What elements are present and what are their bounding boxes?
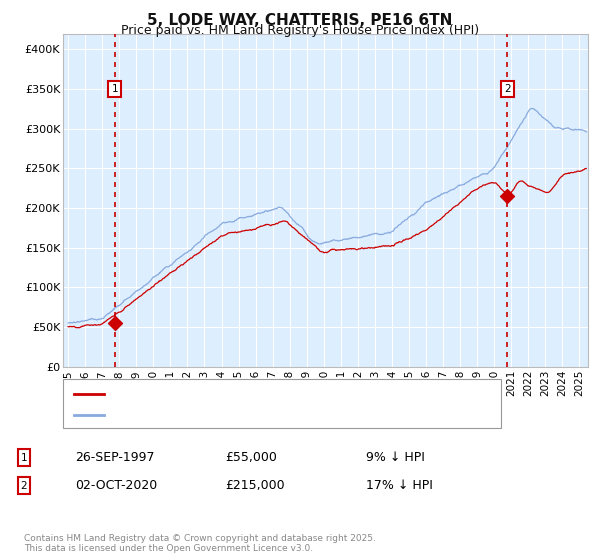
Text: 02-OCT-2020: 02-OCT-2020	[75, 479, 157, 492]
Text: 1: 1	[20, 452, 28, 463]
Text: 9% ↓ HPI: 9% ↓ HPI	[366, 451, 425, 464]
Text: £215,000: £215,000	[225, 479, 284, 492]
Text: 26-SEP-1997: 26-SEP-1997	[75, 451, 155, 464]
Point	[502, 192, 512, 200]
Text: £55,000: £55,000	[225, 451, 277, 464]
Point	[110, 319, 119, 328]
Text: 5, LODE WAY, CHATTERIS, PE16 6TN (detached house): 5, LODE WAY, CHATTERIS, PE16 6TN (detach…	[110, 389, 412, 399]
Text: 17% ↓ HPI: 17% ↓ HPI	[366, 479, 433, 492]
Text: 2: 2	[504, 84, 511, 94]
Text: Price paid vs. HM Land Registry's House Price Index (HPI): Price paid vs. HM Land Registry's House …	[121, 24, 479, 36]
Text: 2: 2	[20, 480, 28, 491]
Text: HPI: Average price, detached house, Fenland: HPI: Average price, detached house, Fenl…	[110, 409, 360, 419]
Text: 5, LODE WAY, CHATTERIS, PE16 6TN: 5, LODE WAY, CHATTERIS, PE16 6TN	[148, 13, 452, 28]
Text: Contains HM Land Registry data © Crown copyright and database right 2025.
This d: Contains HM Land Registry data © Crown c…	[24, 534, 376, 553]
Text: 1: 1	[112, 84, 118, 94]
